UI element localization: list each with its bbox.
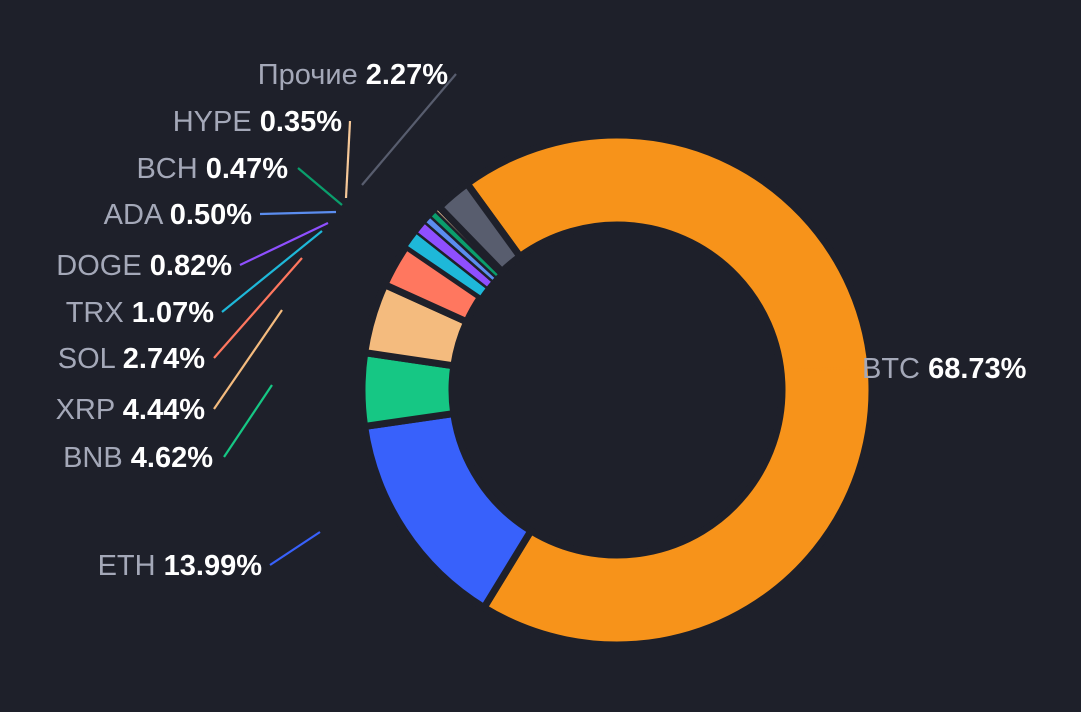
slice-label-value: 1.07% xyxy=(132,297,214,329)
leader-line-eth xyxy=(269,531,321,566)
slice-прочие[interactable] xyxy=(435,180,524,276)
leader-line-прочие xyxy=(361,73,457,186)
slice-label-name: HYPE xyxy=(173,106,260,138)
slice-label-sol: SOL 2.74% xyxy=(58,343,205,375)
slice-labels: BTC 68.73%ETH 13.99%BNB 4.62%XRP 4.44%SO… xyxy=(56,59,1027,582)
slice-label-value: 2.74% xyxy=(123,343,205,375)
slice-label-eth: ETH 13.99% xyxy=(98,550,263,582)
slice-label-ada: ADA 0.50% xyxy=(104,199,253,231)
slice-label-hype: HYPE 0.35% xyxy=(173,106,342,138)
slice-label-name: BTC xyxy=(862,353,928,385)
slice-label-value: 0.47% xyxy=(206,153,288,185)
slice-label-name: SOL xyxy=(58,343,123,375)
slice-label-value: 0.50% xyxy=(170,199,252,231)
slice-label-name: ADA xyxy=(104,199,170,231)
slice-label-прочие: Прочие 2.27% xyxy=(258,59,448,91)
slice-label-value: 13.99% xyxy=(164,550,263,582)
slice-label-bnb: BNB 4.62% xyxy=(63,442,213,474)
leader-line-ada xyxy=(259,210,337,216)
slice-label-btc: BTC 68.73% xyxy=(862,353,1027,385)
leader-line-bnb xyxy=(223,384,273,458)
slice-label-value: 0.82% xyxy=(150,250,232,282)
slice-label-trx: TRX 1.07% xyxy=(66,297,215,329)
slice-label-name: BCH xyxy=(136,153,205,185)
slice-label-name: DOGE xyxy=(56,250,149,282)
slice-label-value: 0.35% xyxy=(260,106,342,138)
slice-label-value: 4.44% xyxy=(123,394,205,426)
leader-line-btc xyxy=(794,366,853,372)
slice-label-value: 2.27% xyxy=(366,59,448,91)
donut-slices xyxy=(358,131,876,649)
slice-label-name: ETH xyxy=(98,550,164,582)
slice-label-value: 4.62% xyxy=(131,442,213,474)
leader-line-trx xyxy=(221,230,323,313)
leader-line-hype xyxy=(344,120,352,199)
slice-label-bch: BCH 0.47% xyxy=(136,153,288,185)
slice-label-doge: DOGE 0.82% xyxy=(56,250,232,282)
slice-label-name: XRP xyxy=(56,394,123,426)
slice-label-name: BNB xyxy=(63,442,131,474)
slice-label-xrp: XRP 4.44% xyxy=(56,394,206,426)
leader-line-bch xyxy=(297,167,343,206)
slice-label-name: Прочие xyxy=(258,59,366,91)
slice-label-value: 68.73% xyxy=(928,353,1027,385)
leader-line-xrp xyxy=(213,309,283,410)
slice-label-name: TRX xyxy=(66,297,132,329)
leader-line-sol xyxy=(213,257,303,359)
slice-btc[interactable] xyxy=(463,131,876,649)
leader-line-doge xyxy=(239,222,329,266)
